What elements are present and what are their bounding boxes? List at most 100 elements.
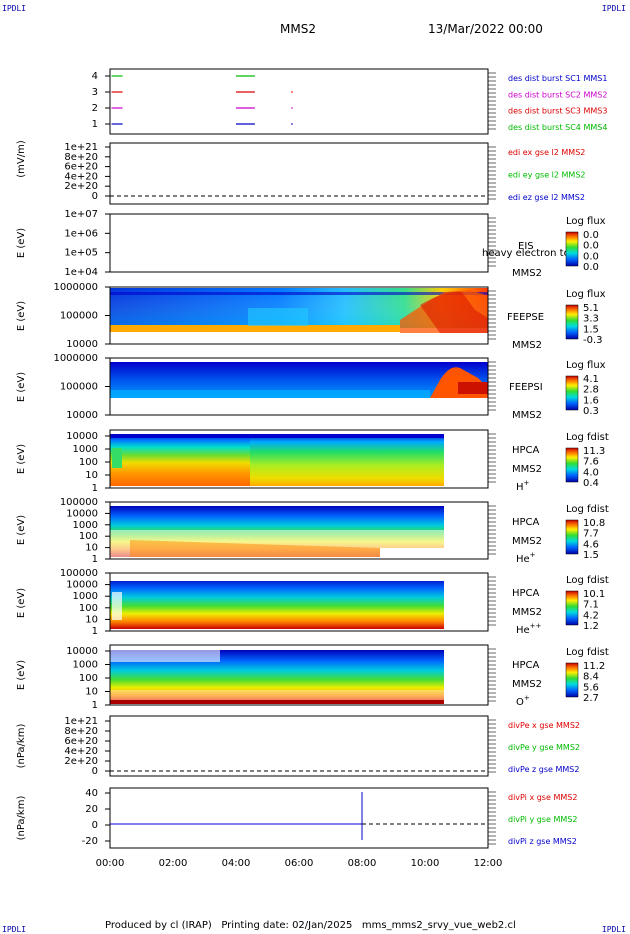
corner-label-top-left: IPDLI xyxy=(2,4,27,13)
colorbar xyxy=(565,447,579,483)
colorbar-label: 0.4 xyxy=(583,478,599,489)
legend-entry: edi ex gse l2 MMS2 xyxy=(508,148,585,157)
spacecraft-label: MMS2 xyxy=(512,464,542,475)
divpe-ylabel: (nPa/km) xyxy=(16,724,27,769)
feepsi-spectrogram xyxy=(110,362,488,398)
x-tick-label: 08:00 xyxy=(348,858,377,869)
right-axis-ticks xyxy=(488,505,496,555)
instrument-label: HPCA xyxy=(512,660,540,671)
colorbar-label: 1.6 xyxy=(583,395,599,406)
colorbar-title: Log fdist xyxy=(566,432,609,443)
feepse-sc-label: MMS2 xyxy=(512,340,542,351)
y-tick-label: 1000 xyxy=(73,591,98,602)
y-tick-label: 0 xyxy=(92,766,98,777)
hpca-he-spectrogram xyxy=(110,506,444,557)
legend-entry: edi ey gse l2 MMS2 xyxy=(508,171,586,180)
y-tick-label: 1 xyxy=(92,119,98,130)
colorbar-title: Log flux xyxy=(566,289,606,300)
colorbar-label: 4.0 xyxy=(583,467,599,478)
y-tick-label: 8e+20 xyxy=(64,726,98,737)
colorbar xyxy=(565,231,579,267)
y-tick-label: 1000 xyxy=(73,660,98,671)
colorbar-title: Log fdist xyxy=(566,575,609,586)
y-tick-label: 3 xyxy=(92,87,98,98)
eis-extra-label: heavy electron to xyxy=(482,248,570,259)
y-tick-label: 1e+05 xyxy=(64,248,98,259)
y-tick-label: 1000 xyxy=(73,444,98,455)
colorbar-label: 4.6 xyxy=(583,539,599,550)
legend-entry: des dist burst SC1 MMS1 xyxy=(508,74,607,83)
hpca-hepp-ylabel: E (eV) xyxy=(16,588,27,618)
x-tick-label: 10:00 xyxy=(411,858,440,869)
y-tick-label: 10000 xyxy=(66,646,98,657)
y-tick-label: 1e+07 xyxy=(64,209,98,220)
hpca-o-ylabel: E (eV) xyxy=(16,660,27,690)
legend-entry: divPe z gse MMS2 xyxy=(508,765,579,774)
legend-entry: des dist burst SC4 MMS4 xyxy=(508,123,607,132)
y-tick-label: 4e+20 xyxy=(64,746,98,757)
feepsi-sc-label: MMS2 xyxy=(512,410,542,421)
colorbar-label: 1.2 xyxy=(583,621,599,632)
y-tick-label: 1 xyxy=(92,554,98,565)
right-axis-ticks xyxy=(488,361,496,411)
y-tick-label: 1e+21 xyxy=(64,716,98,727)
eis-instrument-label: EIS xyxy=(518,241,534,252)
legend-entry: des dist burst SC2 MMS2 xyxy=(508,90,607,99)
y-tick-label: 2 xyxy=(92,103,98,114)
right-axis-ticks xyxy=(488,791,496,845)
colorbar xyxy=(565,590,579,626)
legend-entry: divPe y gse MMS2 xyxy=(508,743,580,752)
colorbar-label: 11.2 xyxy=(583,661,605,672)
colorbar-label: 0.0 xyxy=(583,262,599,273)
colorbar-label: 4.1 xyxy=(583,374,599,385)
hpca-hepp-spectrogram xyxy=(110,578,444,629)
y-tick-label: 1e+06 xyxy=(64,228,98,239)
feepse-instrument-label: FEEPSE xyxy=(507,312,544,323)
legend-entry: divPi y gse MMS2 xyxy=(508,815,577,824)
instrument-label: HPCA xyxy=(512,588,540,599)
species-label: He+ xyxy=(516,551,536,565)
colorbar-title: Log flux xyxy=(566,360,606,371)
y-tick-label: 1e+04 xyxy=(64,267,98,278)
divpi-z-series xyxy=(110,792,363,840)
corner-label-top-right: IPDLI xyxy=(601,4,626,13)
right-axis-ticks xyxy=(488,72,496,130)
y-tick-label: 10000 xyxy=(66,431,98,442)
y-tick-label: -20 xyxy=(82,836,98,847)
y-tick-label: 100000 xyxy=(60,497,98,508)
colorbar-label: 7.1 xyxy=(583,600,599,611)
y-tick-label: 6e+20 xyxy=(64,162,98,173)
colorbar-label: 5.6 xyxy=(583,682,599,693)
legend-entry: divPi z gse MMS2 xyxy=(508,837,577,846)
colorbar-label: 2.7 xyxy=(583,693,599,704)
y-tick-label: 10 xyxy=(85,470,98,481)
y-tick-label: 10000 xyxy=(66,410,98,421)
legend-entry: divPe x gse MMS2 xyxy=(508,721,580,730)
colorbar-label: 7.7 xyxy=(583,529,599,540)
colorbar-label: 2.8 xyxy=(583,385,599,396)
y-tick-label: 1e+21 xyxy=(64,142,98,153)
species-charge: + xyxy=(530,551,536,559)
legend-entry: des dist burst SC3 MMS3 xyxy=(508,107,607,116)
panel-eis: 1e+07 1e+06 1e+05 1e+04 E (eV) EIS heavy el… xyxy=(16,209,606,279)
colorbar-label: 11.3 xyxy=(583,446,605,457)
y-tick-label: 0 xyxy=(92,191,98,202)
hpca-he-ylabel: E (eV) xyxy=(16,515,27,545)
eis-sc-label: MMS2 xyxy=(512,268,542,279)
species-charge: ++ xyxy=(530,622,542,630)
legend-entry: divPi x gse MMS2 xyxy=(508,793,577,802)
colorbar-label: 10.1 xyxy=(583,589,605,600)
feepse-spectrogram xyxy=(110,288,488,333)
panel-burst: 4 3 2 1 des dist burst SC1 MMS1 des dist bur… xyxy=(92,68,607,135)
y-tick-label: 4 xyxy=(92,71,98,82)
x-tick-label: 00:00 xyxy=(96,858,125,869)
right-axis-ticks xyxy=(488,146,496,200)
y-tick-label: 10000 xyxy=(66,580,98,591)
plot-date: 13/Mar/2022 00:00 xyxy=(428,22,543,36)
eis-ylabel: E (eV) xyxy=(16,228,27,258)
y-tick-label: 1 xyxy=(92,483,98,494)
panel-hpca-o: 10000 1000 100 10 1 E (eV) HPCA MMS2 O+ Log fd… xyxy=(16,644,609,711)
